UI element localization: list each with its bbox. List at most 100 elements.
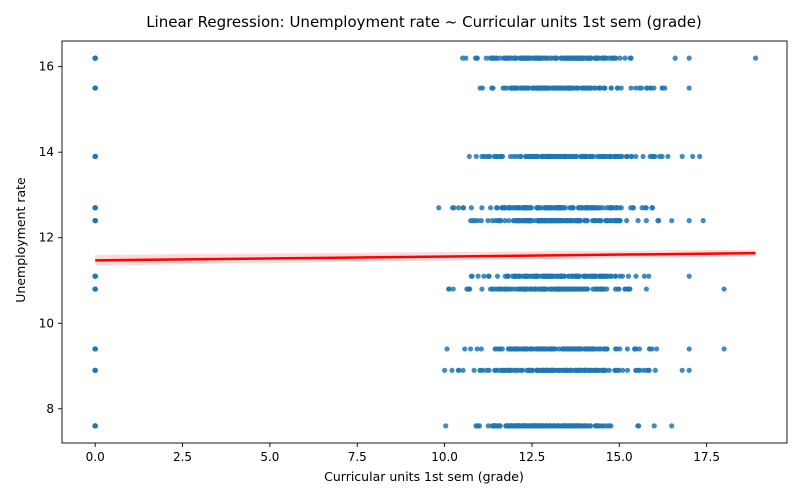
data-point — [92, 153, 99, 160]
data-point — [638, 85, 645, 91]
data-point — [496, 423, 502, 429]
data-point — [481, 153, 487, 160]
data-point — [577, 218, 583, 224]
data-point — [655, 218, 661, 224]
data-point — [506, 218, 512, 224]
data-point — [559, 423, 565, 429]
data-point — [539, 367, 545, 373]
data-point — [564, 286, 571, 292]
data-point — [574, 85, 580, 91]
data-point — [573, 273, 579, 279]
data-point — [587, 423, 593, 429]
data-point — [553, 218, 559, 224]
data-point — [92, 423, 99, 429]
data-point — [643, 286, 650, 292]
data-point — [555, 153, 561, 160]
data-point — [540, 85, 546, 91]
data-point — [600, 205, 606, 211]
data-point — [477, 367, 484, 373]
scatter-series-0 — [92, 55, 759, 61]
regression-line — [95, 251, 756, 262]
data-point — [519, 55, 525, 61]
data-point — [564, 367, 571, 373]
data-point — [654, 346, 660, 352]
x-axis-title: Curricular units 1st sem (grade) — [324, 469, 524, 484]
data-point — [593, 423, 599, 429]
x-tick-label: 0.0 — [86, 450, 105, 464]
data-point — [510, 85, 516, 91]
data-point — [616, 205, 622, 211]
data-point — [468, 273, 475, 279]
data-point — [608, 205, 614, 211]
data-point — [565, 55, 572, 61]
data-point — [522, 423, 528, 429]
data-point — [579, 423, 585, 429]
data-point — [538, 153, 544, 160]
data-point — [647, 85, 653, 91]
data-point — [504, 55, 511, 61]
data-point — [721, 346, 727, 352]
data-point — [468, 205, 474, 211]
data-point — [594, 153, 600, 160]
data-point — [475, 423, 481, 429]
data-point — [585, 85, 591, 91]
data-point — [700, 218, 706, 224]
data-point — [517, 346, 523, 352]
data-point — [508, 423, 514, 429]
data-point — [659, 85, 665, 91]
data-point — [541, 346, 548, 352]
data-point — [570, 286, 576, 292]
data-point — [651, 423, 657, 429]
data-point — [485, 218, 491, 224]
y-tick-label: 16 — [39, 60, 54, 74]
data-point — [529, 85, 536, 91]
data-point — [504, 85, 510, 91]
data-point — [577, 205, 583, 211]
x-tick-label: 17.5 — [693, 450, 720, 464]
data-point — [544, 218, 550, 224]
data-point — [586, 55, 592, 61]
data-point — [524, 85, 530, 91]
scatter-series-1 — [92, 85, 692, 91]
data-point — [585, 205, 591, 211]
data-point — [559, 273, 565, 279]
data-point — [574, 367, 580, 373]
data-point — [512, 367, 518, 373]
data-point — [579, 286, 586, 292]
data-point — [466, 153, 472, 160]
data-point — [508, 286, 514, 292]
data-point — [576, 273, 582, 279]
data-point — [523, 55, 529, 61]
data-point — [569, 218, 575, 224]
data-point — [529, 286, 535, 292]
data-point — [532, 286, 539, 292]
data-point — [468, 346, 474, 352]
data-point — [581, 153, 587, 160]
data-point — [573, 218, 579, 224]
data-point — [502, 286, 509, 292]
data-point — [515, 286, 522, 292]
data-point — [556, 367, 562, 373]
data-point — [646, 273, 652, 279]
data-point — [603, 218, 609, 224]
y-tick-label: 14 — [39, 145, 54, 159]
data-point — [526, 153, 532, 160]
data-point — [599, 273, 605, 279]
data-point — [624, 218, 630, 224]
data-point — [582, 346, 588, 352]
data-point — [686, 55, 692, 61]
data-point — [672, 55, 678, 61]
data-point — [519, 367, 525, 373]
scatter-points — [92, 55, 759, 429]
data-point — [532, 218, 538, 224]
data-point — [524, 346, 530, 352]
data-point — [462, 346, 468, 352]
data-point — [463, 55, 469, 61]
data-point — [686, 346, 692, 352]
data-point — [619, 273, 626, 279]
data-point — [649, 346, 655, 352]
data-point — [641, 273, 647, 279]
data-point — [478, 346, 484, 352]
data-point — [92, 85, 99, 91]
